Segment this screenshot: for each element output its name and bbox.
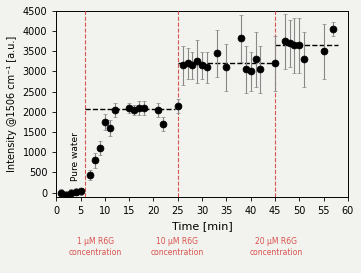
Text: 20 μM R6G
concentration: 20 μM R6G concentration	[250, 238, 303, 257]
Text: 1 μM R6G
concentration: 1 μM R6G concentration	[69, 238, 122, 257]
Text: 10 μM R6G
concentration: 10 μM R6G concentration	[151, 238, 204, 257]
Y-axis label: Intensity @1506 cm⁻¹ [a.u.]: Intensity @1506 cm⁻¹ [a.u.]	[7, 36, 17, 172]
X-axis label: Time [min]: Time [min]	[172, 221, 232, 231]
Text: Pure water: Pure water	[71, 132, 80, 181]
